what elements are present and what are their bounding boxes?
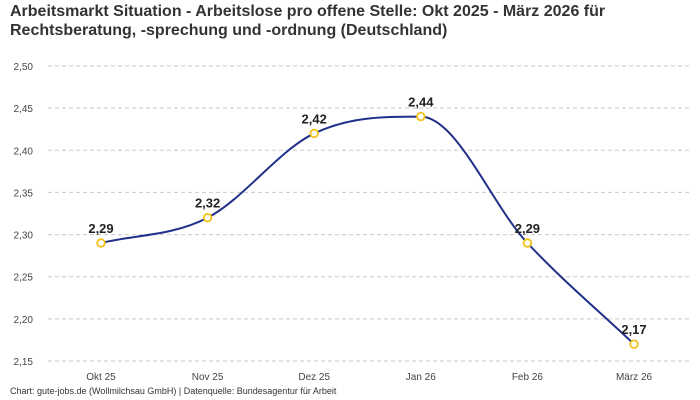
data-label: 2,17: [621, 322, 646, 337]
y-tick-label: 2,35: [14, 188, 34, 199]
x-tick-label: März 26: [616, 372, 653, 383]
y-tick-label: 2,50: [14, 62, 34, 73]
series-layer: [96, 111, 639, 349]
data-point: [522, 238, 533, 248]
y-tick-label: 2,25: [14, 273, 34, 284]
chart-title-line-2: Rechtsberatung, -sprechung und -ordnung …: [10, 22, 448, 39]
data-point: [96, 238, 106, 248]
data-label: 2,42: [302, 111, 327, 126]
data-label: 2,32: [195, 196, 220, 211]
y-tick-label: 2,30: [14, 231, 34, 242]
y-tick-label: 2,15: [14, 357, 34, 368]
y-tick-label: 2,45: [14, 104, 34, 115]
data-point: [309, 128, 319, 139]
y-tick-label: 2,20: [14, 315, 34, 326]
x-tick-label: Jan 26: [406, 372, 436, 383]
data-point: [416, 111, 426, 122]
x-tick-label: Okt 25: [86, 372, 116, 383]
x-axis-ticks: Okt 25 Nov 25 Dez 25 Jan 26 Feb 26 März 26: [86, 372, 652, 383]
grid-lines: [48, 65, 690, 362]
x-tick-label: Dez 25: [298, 372, 330, 383]
data-labels: 2,29 2,32 2,42 2,44 2,29 2,17: [88, 95, 646, 338]
chart-title-line-1: Arbeitsmarkt Situation - Arbeitslose pro…: [10, 3, 606, 20]
data-label: 2,44: [408, 95, 434, 110]
data-label: 2,29: [88, 221, 113, 236]
x-tick-label: Nov 25: [192, 372, 224, 383]
data-point: [629, 339, 639, 349]
data-point: [202, 213, 213, 223]
source-note: Chart: gute-jobs.de (Wollmilchsau GmbH) …: [10, 386, 337, 396]
x-tick-label: Feb 26: [512, 372, 544, 383]
data-label: 2,29: [515, 221, 540, 236]
chart-title: Arbeitsmarkt Situation - Arbeitslose pro…: [10, 2, 690, 40]
y-tick-label: 2,40: [14, 146, 34, 157]
y-axis-ticks: 2,15 2,20 2,25 2,30 2,35 2,40 2,45 2,50: [14, 62, 34, 368]
